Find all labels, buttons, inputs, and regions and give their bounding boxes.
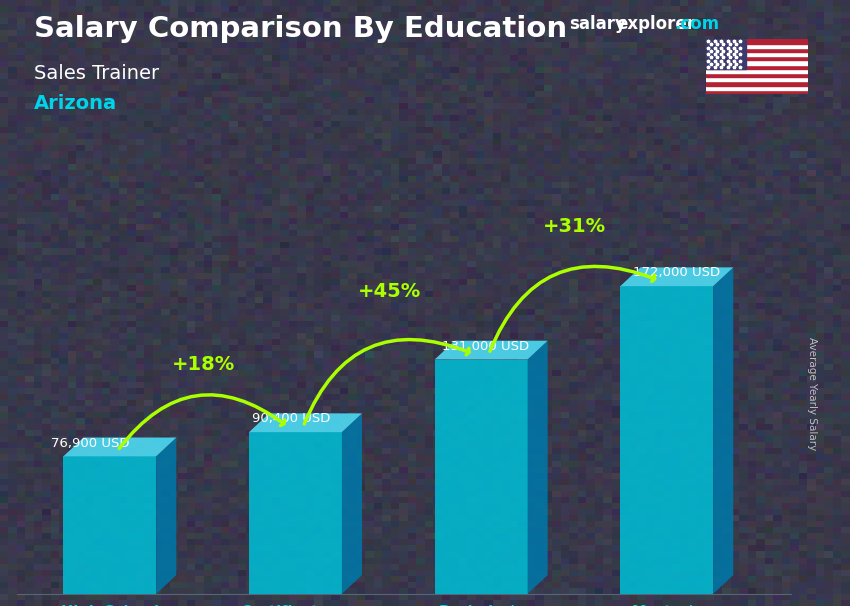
Polygon shape bbox=[249, 432, 342, 594]
Text: 90,400 USD: 90,400 USD bbox=[252, 412, 331, 425]
Polygon shape bbox=[64, 438, 176, 456]
Polygon shape bbox=[156, 438, 176, 594]
Bar bbox=[706, 77, 808, 81]
Bar bbox=[706, 90, 808, 94]
Text: 172,000 USD: 172,000 USD bbox=[632, 267, 720, 279]
Bar bbox=[706, 56, 808, 61]
Polygon shape bbox=[713, 267, 734, 594]
Polygon shape bbox=[528, 341, 547, 594]
Bar bbox=[706, 65, 808, 68]
Polygon shape bbox=[434, 341, 547, 359]
Text: explorer: explorer bbox=[616, 15, 695, 33]
Text: Arizona: Arizona bbox=[34, 94, 117, 113]
Polygon shape bbox=[249, 413, 362, 432]
Text: +45%: +45% bbox=[358, 282, 421, 301]
Bar bbox=[706, 39, 746, 68]
Polygon shape bbox=[342, 413, 362, 594]
Bar bbox=[706, 81, 808, 85]
Bar bbox=[706, 73, 808, 77]
Text: +31%: +31% bbox=[543, 216, 606, 236]
Polygon shape bbox=[620, 267, 734, 286]
Text: Sales Trainer: Sales Trainer bbox=[34, 64, 159, 82]
Text: 76,900 USD: 76,900 USD bbox=[51, 436, 129, 450]
Bar bbox=[706, 48, 808, 52]
Polygon shape bbox=[620, 286, 713, 594]
Bar bbox=[706, 52, 808, 56]
Polygon shape bbox=[64, 456, 156, 594]
Polygon shape bbox=[434, 359, 528, 594]
Text: Salary Comparison By Education: Salary Comparison By Education bbox=[34, 15, 567, 43]
Bar bbox=[706, 39, 808, 44]
Text: salary: salary bbox=[570, 15, 626, 33]
Text: Average Yearly Salary: Average Yearly Salary bbox=[807, 338, 817, 450]
Bar bbox=[706, 44, 808, 48]
Bar bbox=[706, 61, 808, 65]
Text: .com: .com bbox=[674, 15, 719, 33]
Bar bbox=[706, 68, 808, 73]
Text: 131,000 USD: 131,000 USD bbox=[442, 340, 530, 353]
Text: +18%: +18% bbox=[172, 355, 235, 374]
Bar bbox=[706, 85, 808, 90]
